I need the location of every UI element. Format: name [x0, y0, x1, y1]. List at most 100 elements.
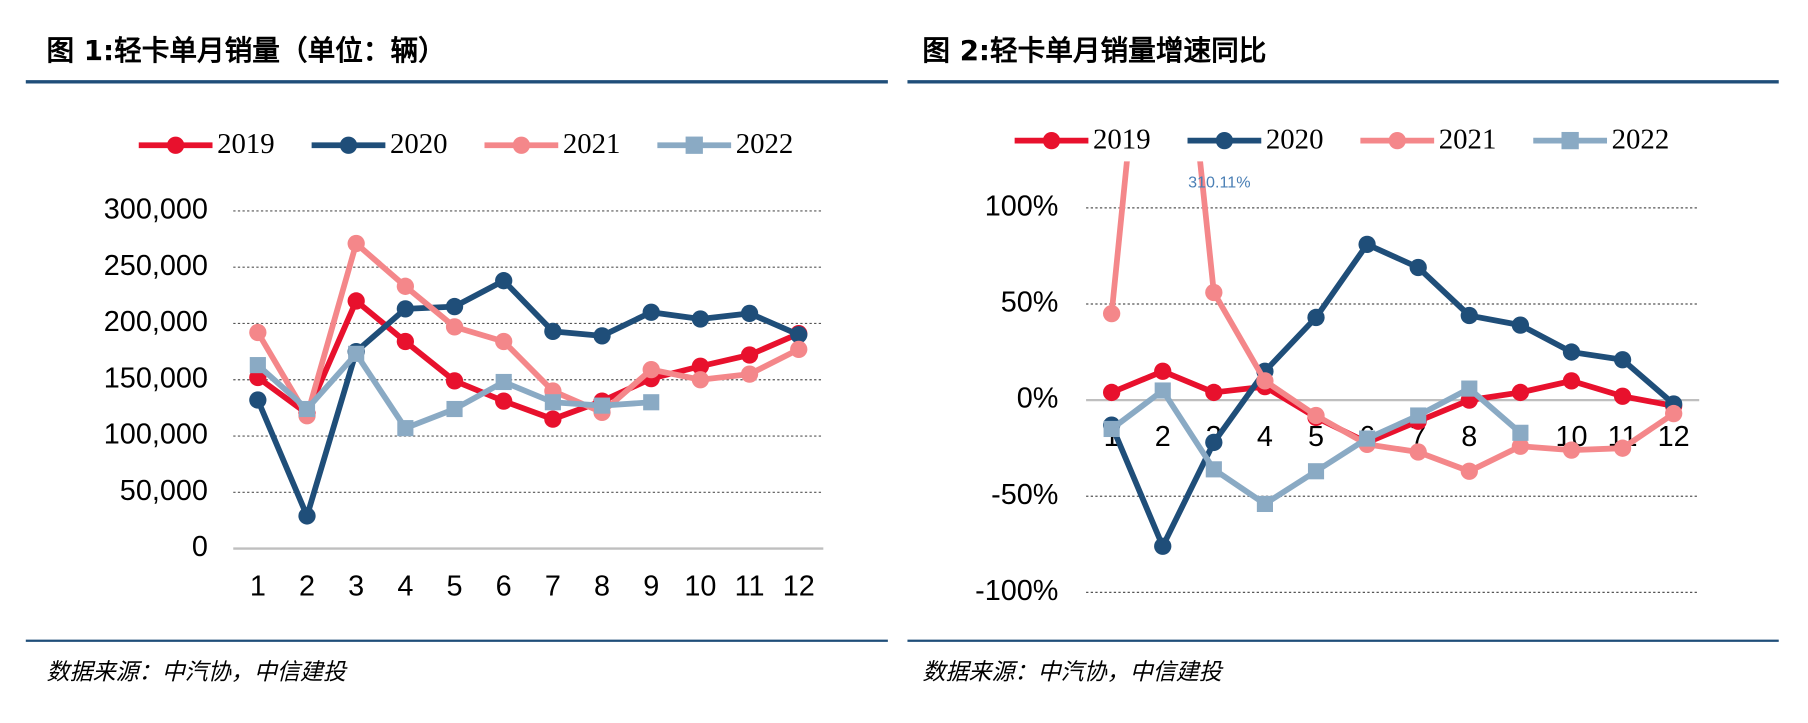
marker — [1562, 343, 1581, 361]
marker — [495, 272, 513, 290]
y-tick-label: 50,000 — [120, 475, 208, 507]
marker — [740, 365, 759, 383]
marker — [691, 310, 710, 328]
marker — [1409, 258, 1427, 277]
marker — [1154, 382, 1171, 399]
marker — [544, 410, 562, 428]
chart-title: 图 1:轻卡单月销量（单位：辆） — [47, 34, 446, 67]
marker — [1665, 404, 1683, 423]
marker — [339, 136, 358, 154]
marker — [1205, 461, 1222, 478]
legend-label: 2019 — [1093, 123, 1151, 155]
marker — [1205, 283, 1223, 302]
x-tick-label: 12 — [1658, 421, 1690, 453]
marker — [1102, 383, 1121, 402]
x-tick-label: 11 — [735, 570, 765, 602]
marker — [1613, 387, 1632, 405]
legend-label: 2020 — [390, 128, 448, 160]
y-tick-label: -100% — [975, 575, 1058, 607]
marker — [685, 136, 703, 154]
y-tick-label: 100,000 — [104, 419, 208, 451]
x-tick-label: 1 — [250, 570, 266, 602]
marker — [642, 303, 660, 321]
marker — [1042, 131, 1061, 150]
marker — [166, 136, 185, 154]
marker — [397, 420, 414, 437]
legend-label: 2021 — [563, 128, 621, 160]
marker — [445, 372, 464, 390]
marker — [495, 392, 513, 410]
x-tick-label: 9 — [643, 570, 659, 602]
x-tick-label: 5 — [1308, 421, 1324, 453]
marker — [740, 346, 759, 364]
marker — [445, 318, 464, 336]
legend-label: 2022 — [736, 128, 794, 160]
marker — [348, 345, 365, 362]
plot-area — [1102, 161, 1683, 555]
marker — [495, 373, 512, 391]
y-tick-label: 100% — [985, 190, 1059, 222]
marker — [790, 326, 808, 344]
series-line — [1108, 241, 1676, 550]
marker — [1307, 463, 1325, 480]
marker — [1461, 380, 1478, 397]
marker — [740, 304, 759, 322]
y-tick-label: 0% — [1017, 383, 1059, 415]
marker — [1215, 131, 1234, 150]
chart-title: 图 2:轻卡单月销量增速同比 — [922, 34, 1266, 67]
x-tick-label: 8 — [1461, 421, 1477, 453]
marker — [1511, 383, 1530, 402]
marker — [347, 234, 365, 253]
legend-label: 2019 — [217, 128, 275, 160]
marker — [249, 357, 266, 374]
marker — [1460, 306, 1478, 325]
marker — [445, 297, 464, 316]
marker — [1460, 462, 1478, 480]
marker — [1154, 362, 1172, 380]
marker — [396, 277, 415, 295]
x-tick-label: 3 — [348, 570, 364, 602]
legend-label: 2021 — [1439, 123, 1497, 155]
marker — [347, 292, 365, 310]
y-tick-label: 0 — [192, 531, 208, 563]
x-tick-label: 2 — [1155, 421, 1171, 453]
marker — [1512, 424, 1529, 441]
x-tick-label: 5 — [447, 570, 463, 602]
marker — [1511, 316, 1530, 334]
legend-label: 2022 — [1612, 123, 1670, 155]
source: 数据来源：中汽协，中信建投 — [47, 660, 348, 686]
marker — [691, 357, 710, 375]
marker — [1511, 437, 1530, 455]
marker — [544, 322, 562, 340]
y-tick-label: 50% — [1001, 287, 1059, 319]
marker — [1205, 383, 1223, 402]
marker — [1358, 235, 1376, 254]
y-tick-label: -50% — [991, 479, 1058, 511]
marker — [691, 371, 710, 389]
x-tick-label: 2 — [299, 570, 315, 602]
y-tick-label: 250,000 — [104, 250, 208, 282]
marker — [1562, 441, 1581, 459]
marker — [1154, 537, 1172, 555]
series-line — [1110, 368, 1675, 446]
marker — [298, 400, 316, 418]
marker — [1205, 433, 1223, 452]
marker — [1359, 430, 1376, 447]
marker — [446, 400, 463, 418]
series-line — [255, 277, 800, 519]
x-tick-label: 4 — [1257, 421, 1273, 453]
marker — [643, 394, 660, 411]
y-tick-label: 150,000 — [104, 362, 208, 394]
marker — [495, 332, 513, 351]
y-tick-label: 200,000 — [104, 306, 208, 338]
plot-area — [249, 234, 808, 525]
legend-label: 2020 — [1266, 123, 1324, 155]
x-tick-label: 4 — [397, 570, 413, 602]
marker — [1613, 439, 1632, 457]
marker — [1562, 372, 1581, 390]
marker — [1410, 407, 1427, 424]
marker — [544, 394, 561, 411]
x-tick-label: 6 — [496, 570, 512, 602]
marker — [1409, 443, 1427, 461]
